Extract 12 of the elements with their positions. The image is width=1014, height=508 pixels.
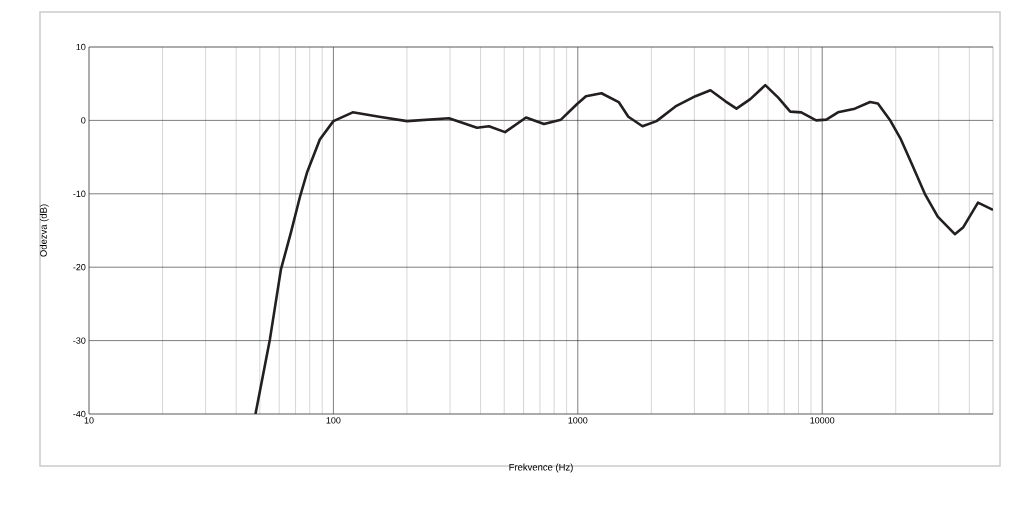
x-tick-label: 10 <box>84 417 94 424</box>
x-tick-label: 10000 <box>810 417 835 424</box>
y-tick-label: -10 <box>73 190 86 197</box>
x-tick-label: 1000 <box>568 417 588 424</box>
y-axis-title: Odezva (dB) <box>39 204 49 257</box>
y-tick-label: -30 <box>73 337 86 344</box>
x-tick-label: 100 <box>326 417 341 424</box>
y-tick-label: -20 <box>73 264 86 271</box>
x-axis-title: Frekvence (Hz) <box>509 463 573 473</box>
y-tick-label: 0 <box>81 117 86 124</box>
y-tick-label: 10 <box>76 43 86 51</box>
y-tick-label: -40 <box>73 410 86 418</box>
